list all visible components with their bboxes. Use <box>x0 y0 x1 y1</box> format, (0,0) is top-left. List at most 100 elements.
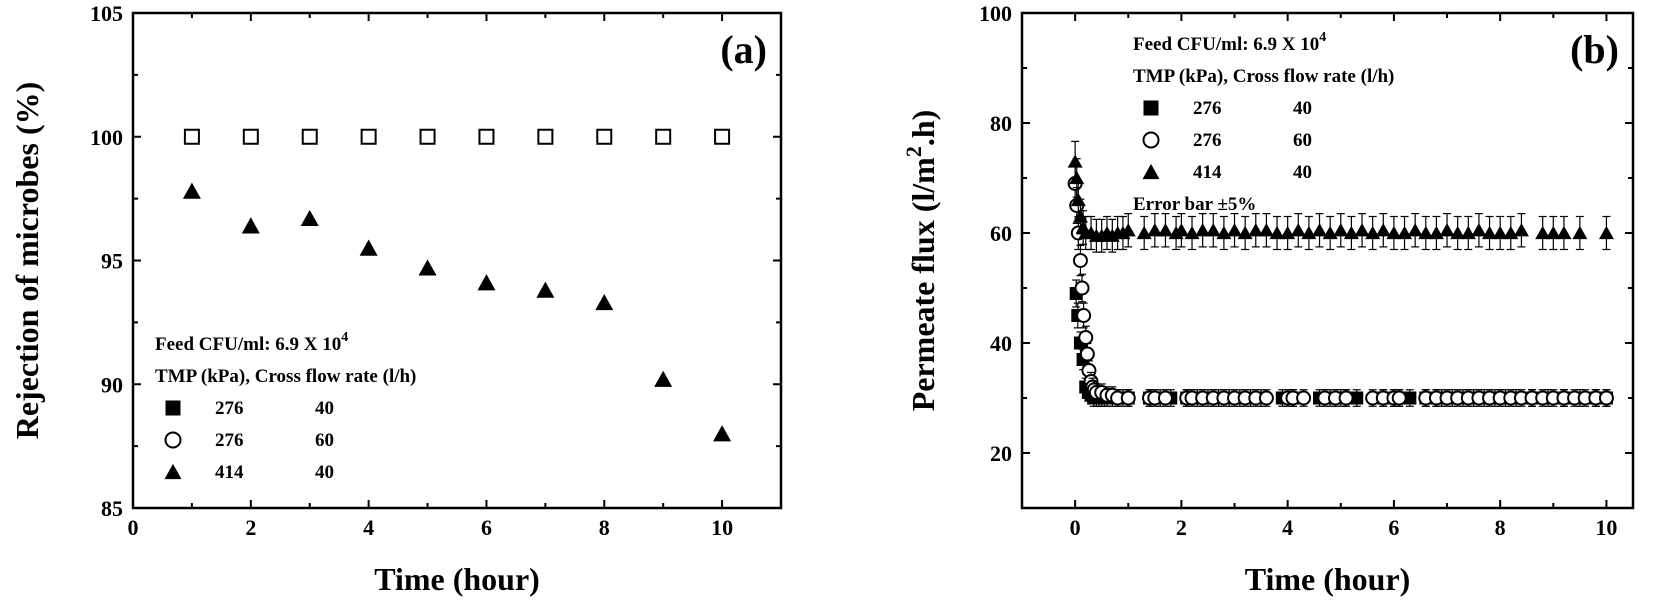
data-point <box>1365 225 1381 240</box>
data-point <box>1397 225 1413 240</box>
y-axis-label-text: Permeate flux (l/m <box>905 157 941 411</box>
annotation-line-0-text: Feed CFU/ml: 6.9 X 10 <box>1133 34 1319 55</box>
data-point <box>1157 390 1173 406</box>
y-tick-label: 100 <box>90 125 123 150</box>
data-point <box>1269 225 1285 240</box>
chart-panel-a: 0 2 4 6 8 10 85 90 95 100 105 Time (hour) Rejection … <box>9 1 783 597</box>
y-tick-label: 105 <box>90 1 123 26</box>
legend-entry: 276 60 <box>1142 130 1312 151</box>
legend-tmp: 276 <box>1193 98 1222 119</box>
y-tick-label: 85 <box>101 496 123 521</box>
annotation-line-1: TMP (kPa), Cross flow rate (l/h) <box>1133 66 1394 87</box>
data-series-2 <box>1067 140 1614 253</box>
data-point <box>300 209 319 227</box>
error-bar-note: Error bar ±5% <box>1133 194 1256 215</box>
panel-label: (a) <box>720 27 767 72</box>
data-point <box>183 128 200 145</box>
annotation-line-0: Feed CFU/ml: 6.9 X 104 <box>155 330 348 355</box>
data-point <box>182 182 201 199</box>
y-axis-label: Permeate flux (l/m2.h) <box>901 110 941 412</box>
data-point <box>241 217 260 234</box>
data-point <box>1248 223 1264 237</box>
data-point <box>1338 390 1354 406</box>
data-point <box>1450 225 1466 240</box>
data-point <box>654 370 673 387</box>
legend-marker <box>164 431 182 449</box>
annotation-line-0-superscript: 4 <box>1319 30 1326 45</box>
y-tick-label: 80 <box>990 111 1012 136</box>
x-tick-label: 6 <box>1388 515 1399 540</box>
data-point <box>1280 225 1296 240</box>
x-tick-label: 2 <box>245 515 256 540</box>
data-point <box>1290 223 1306 237</box>
data-point <box>655 128 672 145</box>
data-point <box>1120 390 1136 406</box>
legend-entry: 414 40 <box>1142 162 1312 183</box>
y-axis-label-tail: .h) <box>905 110 941 146</box>
data-point <box>1428 225 1444 240</box>
data-point <box>1173 223 1189 237</box>
data-point <box>301 128 318 145</box>
data-point <box>1301 225 1317 240</box>
legend-entry: 276 60 <box>164 430 334 451</box>
data-point <box>1439 223 1455 237</box>
y-axis-label-superscript: 2 <box>901 146 926 157</box>
data-point <box>1482 225 1498 240</box>
data-series-1 <box>1067 163 1614 407</box>
data-point <box>537 128 554 145</box>
data-point <box>1492 225 1508 240</box>
x-tick-label: 0 <box>128 515 139 540</box>
y-tick-label: 100 <box>979 1 1012 26</box>
legend-tmp: 276 <box>215 430 244 451</box>
legend-tmp: 414 <box>215 462 244 483</box>
x-tick-label: 10 <box>1595 515 1617 540</box>
legend-marker <box>1142 131 1160 149</box>
legend-tmp: 276 <box>1193 130 1222 151</box>
data-point <box>1471 223 1487 237</box>
data-point <box>1460 225 1476 240</box>
data-point <box>1391 390 1407 406</box>
legend-rate: 40 <box>315 462 334 483</box>
data-point <box>1513 223 1529 237</box>
data-point <box>1076 308 1092 323</box>
data-point <box>1157 223 1173 237</box>
data-point <box>360 128 377 145</box>
legend-entry: 276 40 <box>1143 98 1312 119</box>
data-point <box>1120 223 1136 237</box>
data-point <box>1350 391 1364 405</box>
legend-rate: 40 <box>1293 162 1312 183</box>
panel-label: (b) <box>1570 27 1619 72</box>
data-point <box>1386 225 1402 240</box>
data-point <box>1136 225 1152 240</box>
data-point <box>418 259 437 276</box>
data-point <box>595 293 614 311</box>
data-point <box>1354 223 1370 237</box>
chart-panel-b: 0 2 4 6 8 10 20 40 60 80 100 Time (hour) Permeate fl… <box>901 1 1635 597</box>
data-series-0 <box>183 128 731 145</box>
x-tick-label: 4 <box>363 515 374 540</box>
data-point <box>1407 223 1423 237</box>
legend-entry: 276 40 <box>165 398 334 419</box>
data-point <box>1322 225 1338 240</box>
data-point <box>1418 225 1434 240</box>
x-tick-label: 4 <box>1282 515 1293 540</box>
data-point <box>1258 223 1274 237</box>
data-point <box>1296 390 1312 406</box>
data-point <box>242 128 259 145</box>
data-point <box>1375 223 1391 237</box>
y-tick-label: 95 <box>101 249 123 274</box>
data-point <box>1572 225 1588 240</box>
data-point <box>1598 225 1614 240</box>
x-tick-label: 6 <box>481 515 492 540</box>
y-tick-label: 60 <box>990 221 1012 246</box>
y-axis-label-text: Rejection of microbes (%) <box>9 82 45 440</box>
data-point <box>1069 170 1085 185</box>
data-point <box>1545 225 1561 240</box>
data-point <box>477 274 496 291</box>
data-point <box>1216 225 1232 240</box>
annotation-line-0: Feed CFU/ml: 6.9 X 104 <box>1133 30 1326 55</box>
y-tick-label: 20 <box>990 441 1012 466</box>
data-point <box>1072 253 1088 268</box>
x-tick-label: 10 <box>711 515 733 540</box>
